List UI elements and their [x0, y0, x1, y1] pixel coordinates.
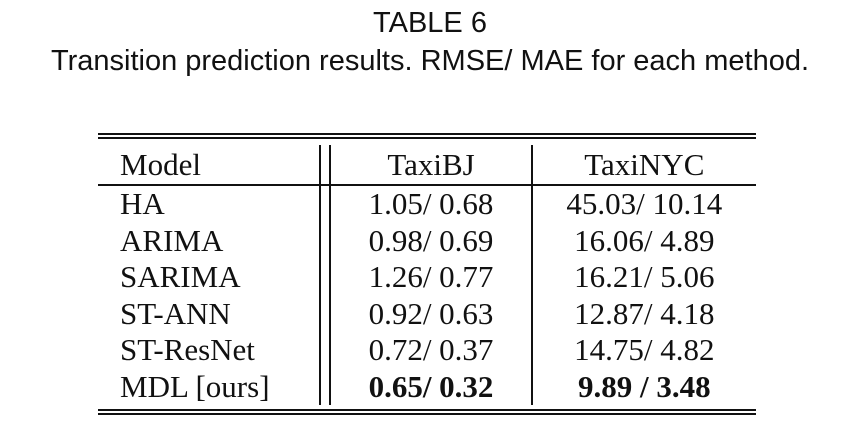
model-cell: HA [120, 186, 165, 222]
table-row: MDL [ours] 0.65/ 0.32 9.89 / 3.48 [98, 368, 756, 405]
taxinyc-cell: 16.06/ 4.89 [574, 222, 715, 258]
taxibj-cell: 0.98/ 0.69 [368, 222, 494, 258]
bottom-double-rule [98, 409, 756, 415]
table-caption-text: Transition prediction results. RMSE/ MAE… [50, 45, 810, 77]
table-header-row: Model TaxiBJ TaxiNYC [98, 145, 756, 184]
taxibj-cell: 1.05/ 0.68 [368, 186, 494, 222]
double-vertical-rule [319, 186, 332, 223]
header-rule [98, 184, 756, 186]
header-taxinyc: TaxiNYC [584, 146, 705, 182]
model-cell: ST-ANN [120, 295, 231, 331]
table-row: SARIMA 1.26/ 0.77 16.21/ 5.06 [98, 259, 756, 296]
taxinyc-cell: 12.87/ 4.18 [574, 295, 715, 331]
taxibj-cell: 1.26/ 0.77 [368, 259, 494, 295]
vertical-rule [530, 295, 533, 332]
model-cell: MDL [ours] [120, 368, 270, 404]
top-double-rule [98, 133, 756, 139]
results-table: Model TaxiBJ TaxiNYC HA 1.05/ 0.68 45.03… [98, 133, 756, 415]
vertical-rule [530, 145, 533, 184]
taxinyc-cell: 45.03/ 10.14 [566, 186, 723, 222]
taxinyc-cell-best: 9.89 / 3.48 [578, 368, 711, 404]
taxinyc-cell: 14.75/ 4.82 [574, 332, 715, 368]
table-row: ST-ANN 0.92/ 0.63 12.87/ 4.18 [98, 295, 756, 332]
taxibj-cell: 0.92/ 0.63 [368, 295, 494, 331]
model-cell: ST-ResNet [120, 332, 255, 368]
vertical-rule [530, 259, 533, 296]
table-row: HA 1.05/ 0.68 45.03/ 10.14 [98, 186, 756, 223]
taxibj-cell: 0.72/ 0.37 [368, 332, 494, 368]
vertical-rule [530, 332, 533, 369]
taxinyc-cell: 16.21/ 5.06 [574, 259, 715, 295]
table-row: ARIMA 0.98/ 0.69 16.06/ 4.89 [98, 222, 756, 259]
header-taxibj: TaxiBJ [387, 146, 475, 182]
double-vertical-rule [319, 332, 332, 369]
header-model: Model [120, 146, 201, 182]
table-row: ST-ResNet 0.72/ 0.37 14.75/ 4.82 [98, 332, 756, 369]
vertical-rule [530, 368, 533, 405]
double-vertical-rule [319, 368, 332, 405]
double-vertical-rule [319, 222, 332, 259]
double-vertical-rule [319, 295, 332, 332]
double-vertical-rule [319, 145, 332, 184]
double-vertical-rule [319, 259, 332, 296]
vertical-rule [530, 222, 533, 259]
model-cell: ARIMA [120, 222, 224, 258]
table-caption-label: TABLE 6 [373, 7, 487, 39]
vertical-rule [530, 186, 533, 223]
model-cell: SARIMA [120, 259, 241, 295]
taxibj-cell-best: 0.65/ 0.32 [368, 368, 494, 404]
